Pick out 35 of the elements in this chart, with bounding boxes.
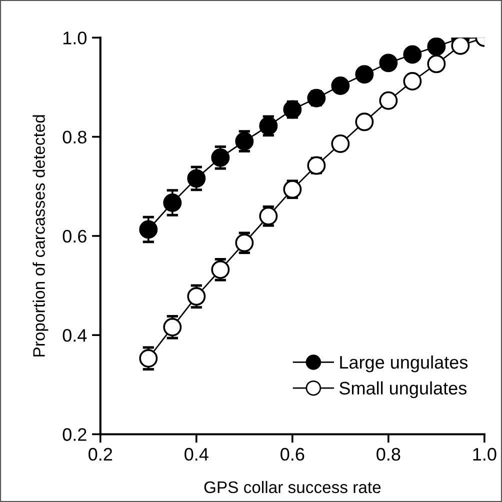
y-axis-title: Proportion of carcasses detected [32, 115, 48, 356]
x-tick-label: 0.4 [184, 448, 208, 461]
point [211, 260, 230, 279]
point [139, 220, 158, 239]
y-tick-label: 0.8 [62, 130, 86, 144]
x-tick-label: 1.0 [473, 448, 496, 461]
point [355, 65, 374, 84]
point [307, 88, 326, 108]
point [211, 148, 230, 167]
y-tick-label: 0.6 [62, 230, 86, 243]
point [235, 132, 254, 150]
point [187, 169, 206, 188]
x-axis-title: GPS collar success rate [204, 480, 381, 494]
legend-label: Large ungulates [340, 355, 468, 372]
point [163, 193, 182, 212]
point [403, 45, 422, 64]
x-tick-label: 0.6 [280, 448, 304, 461]
point [187, 287, 206, 306]
x-tick-label: 0.8 [376, 448, 400, 461]
point [403, 72, 422, 91]
point [379, 54, 398, 72]
point [139, 349, 158, 368]
point [355, 112, 374, 132]
y-tick-label: 1.0 [63, 32, 86, 44]
point [331, 76, 350, 95]
point [427, 38, 446, 56]
point [427, 54, 446, 74]
y-tick-label: 0.2 [62, 428, 86, 441]
point [259, 206, 278, 226]
point [163, 318, 182, 336]
legend-label: Small ungulates [340, 381, 467, 398]
x-tick-label: 0.2 [88, 448, 112, 461]
point [379, 91, 398, 110]
y-tick-label: 0.4 [62, 329, 87, 342]
point [331, 134, 350, 153]
